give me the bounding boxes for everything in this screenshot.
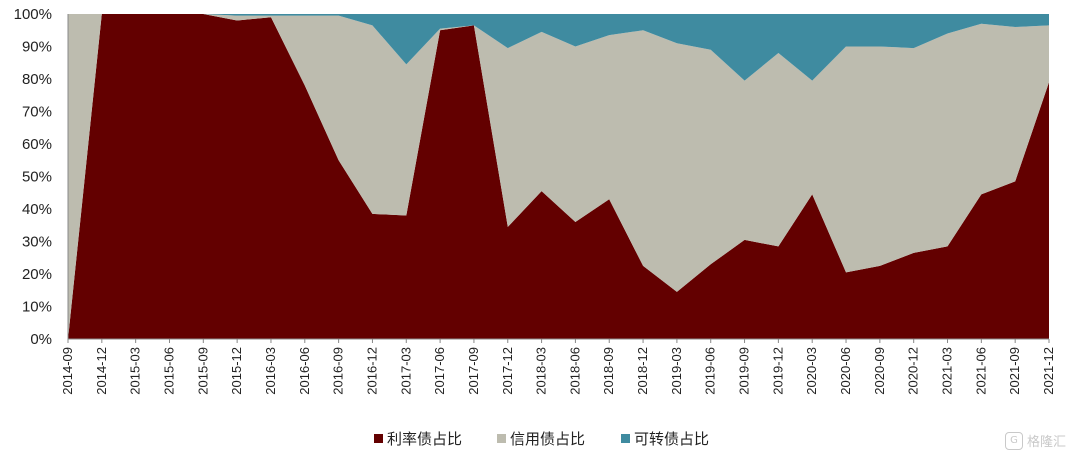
legend: 利率债占比 信用债占比 可转债占比 xyxy=(374,431,709,448)
x-tick-label: 2017-12 xyxy=(500,347,515,395)
area-series-1 xyxy=(68,14,1049,339)
x-tick-label: 2017-06 xyxy=(432,347,447,395)
x-tick-label: 2018-09 xyxy=(601,347,616,395)
area-series-2 xyxy=(68,14,1049,339)
x-tick-label: 2019-06 xyxy=(703,347,718,395)
x-tick-label: 2017-03 xyxy=(398,347,413,395)
watermark: G 格隆汇 xyxy=(1004,431,1066,450)
y-tick-label: 80% xyxy=(22,71,52,88)
x-tick-label: 2016-06 xyxy=(297,347,312,395)
x-tick-label: 2021-12 xyxy=(1041,347,1056,395)
x-tick-label: 2019-09 xyxy=(737,347,752,395)
area-layer xyxy=(68,14,1049,339)
legend-label-1: 利率债占比 xyxy=(387,431,462,448)
x-tick-label: 2017-09 xyxy=(466,347,481,395)
x-tick-label: 2020-06 xyxy=(838,347,853,395)
y-tick-label: 0% xyxy=(30,331,52,348)
x-axis-ticks: 2014-09 2014-12 2015-03 2015-06 2015-09 2015-… xyxy=(60,339,1056,395)
x-tick-label: 2021-09 xyxy=(1007,347,1022,395)
legend-label-2: 信用债占比 xyxy=(510,431,585,448)
x-tick-label: 2015-12 xyxy=(229,347,244,395)
legend-swatch-3 xyxy=(621,434,630,443)
legend-swatch-1 xyxy=(374,434,383,443)
x-tick-label: 2018-06 xyxy=(567,347,582,395)
y-tick-label: 50% xyxy=(22,169,52,186)
y-axis-ticks: 0% 10% 20% 30% 40% 50% 60% 70% 80% 90% 100% xyxy=(14,6,52,348)
y-tick-label: 100% xyxy=(14,6,52,23)
x-tick-label: 2021-06 xyxy=(973,347,988,395)
x-tick-label: 2016-09 xyxy=(331,347,346,395)
x-tick-label: 2020-03 xyxy=(804,347,819,395)
y-tick-label: 60% xyxy=(22,136,52,153)
x-tick-label: 2016-03 xyxy=(263,347,278,395)
g-logo-icon: G xyxy=(1004,431,1023,450)
axes-layer xyxy=(67,14,1049,340)
x-tick-label: 2015-09 xyxy=(195,347,210,395)
y-tick-label: 90% xyxy=(22,39,52,56)
x-tick-label: 2019-12 xyxy=(770,347,785,395)
x-tick-label: 2019-03 xyxy=(669,347,684,395)
x-tick-label: 2018-12 xyxy=(635,347,650,395)
legend-swatch-2 xyxy=(497,434,506,443)
legend-label-3: 可转债占比 xyxy=(634,431,709,448)
watermark-text: 格隆汇 xyxy=(1026,435,1066,450)
x-tick-label: 2014-09 xyxy=(60,347,75,395)
y-tick-label: 30% xyxy=(22,234,52,251)
x-tick-label: 2015-03 xyxy=(128,347,143,395)
x-tick-label: 2020-12 xyxy=(906,347,921,395)
x-tick-label: 2014-12 xyxy=(94,347,109,395)
x-tick-label: 2016-12 xyxy=(364,347,379,395)
x-tick-label: 2020-09 xyxy=(872,347,887,395)
x-tick-label: 2015-06 xyxy=(161,347,176,395)
y-tick-label: 40% xyxy=(22,201,52,218)
area-series-3 xyxy=(68,14,1049,81)
x-tick-label: 2021-03 xyxy=(940,347,955,395)
y-tick-label: 10% xyxy=(22,299,52,316)
x-tick-label: 2018-03 xyxy=(534,347,549,395)
y-tick-label: 20% xyxy=(22,266,52,283)
y-tick-label: 70% xyxy=(22,104,52,121)
